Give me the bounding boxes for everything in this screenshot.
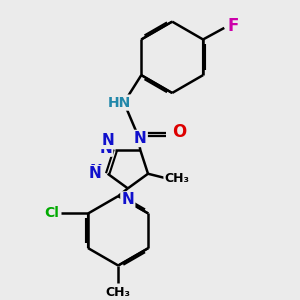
Text: F: F — [227, 17, 239, 35]
Text: N: N — [122, 193, 134, 208]
Text: N: N — [90, 164, 103, 179]
Text: N: N — [89, 166, 101, 181]
Text: N: N — [134, 131, 147, 146]
Text: Cl: Cl — [44, 206, 59, 220]
Text: N: N — [101, 133, 114, 148]
Text: O: O — [172, 124, 186, 142]
Text: CH₃: CH₃ — [164, 172, 189, 185]
Text: CH₃: CH₃ — [106, 286, 131, 299]
Text: N: N — [99, 141, 112, 156]
Text: HN: HN — [107, 96, 131, 110]
